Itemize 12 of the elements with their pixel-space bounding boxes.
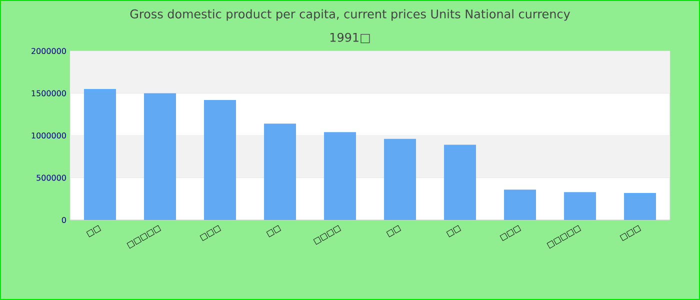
chart-subtitle: 1991□	[330, 32, 370, 44]
bar	[504, 190, 536, 220]
chart-title: Gross domestic product per capita, current prices Units National currency	[130, 9, 570, 21]
bar	[384, 138, 416, 220]
bar	[444, 144, 476, 220]
bar	[624, 192, 656, 220]
bar	[204, 100, 236, 220]
bar	[324, 132, 356, 220]
bar	[144, 93, 176, 220]
bar	[84, 89, 116, 220]
bar	[564, 192, 596, 220]
bar	[264, 124, 296, 220]
